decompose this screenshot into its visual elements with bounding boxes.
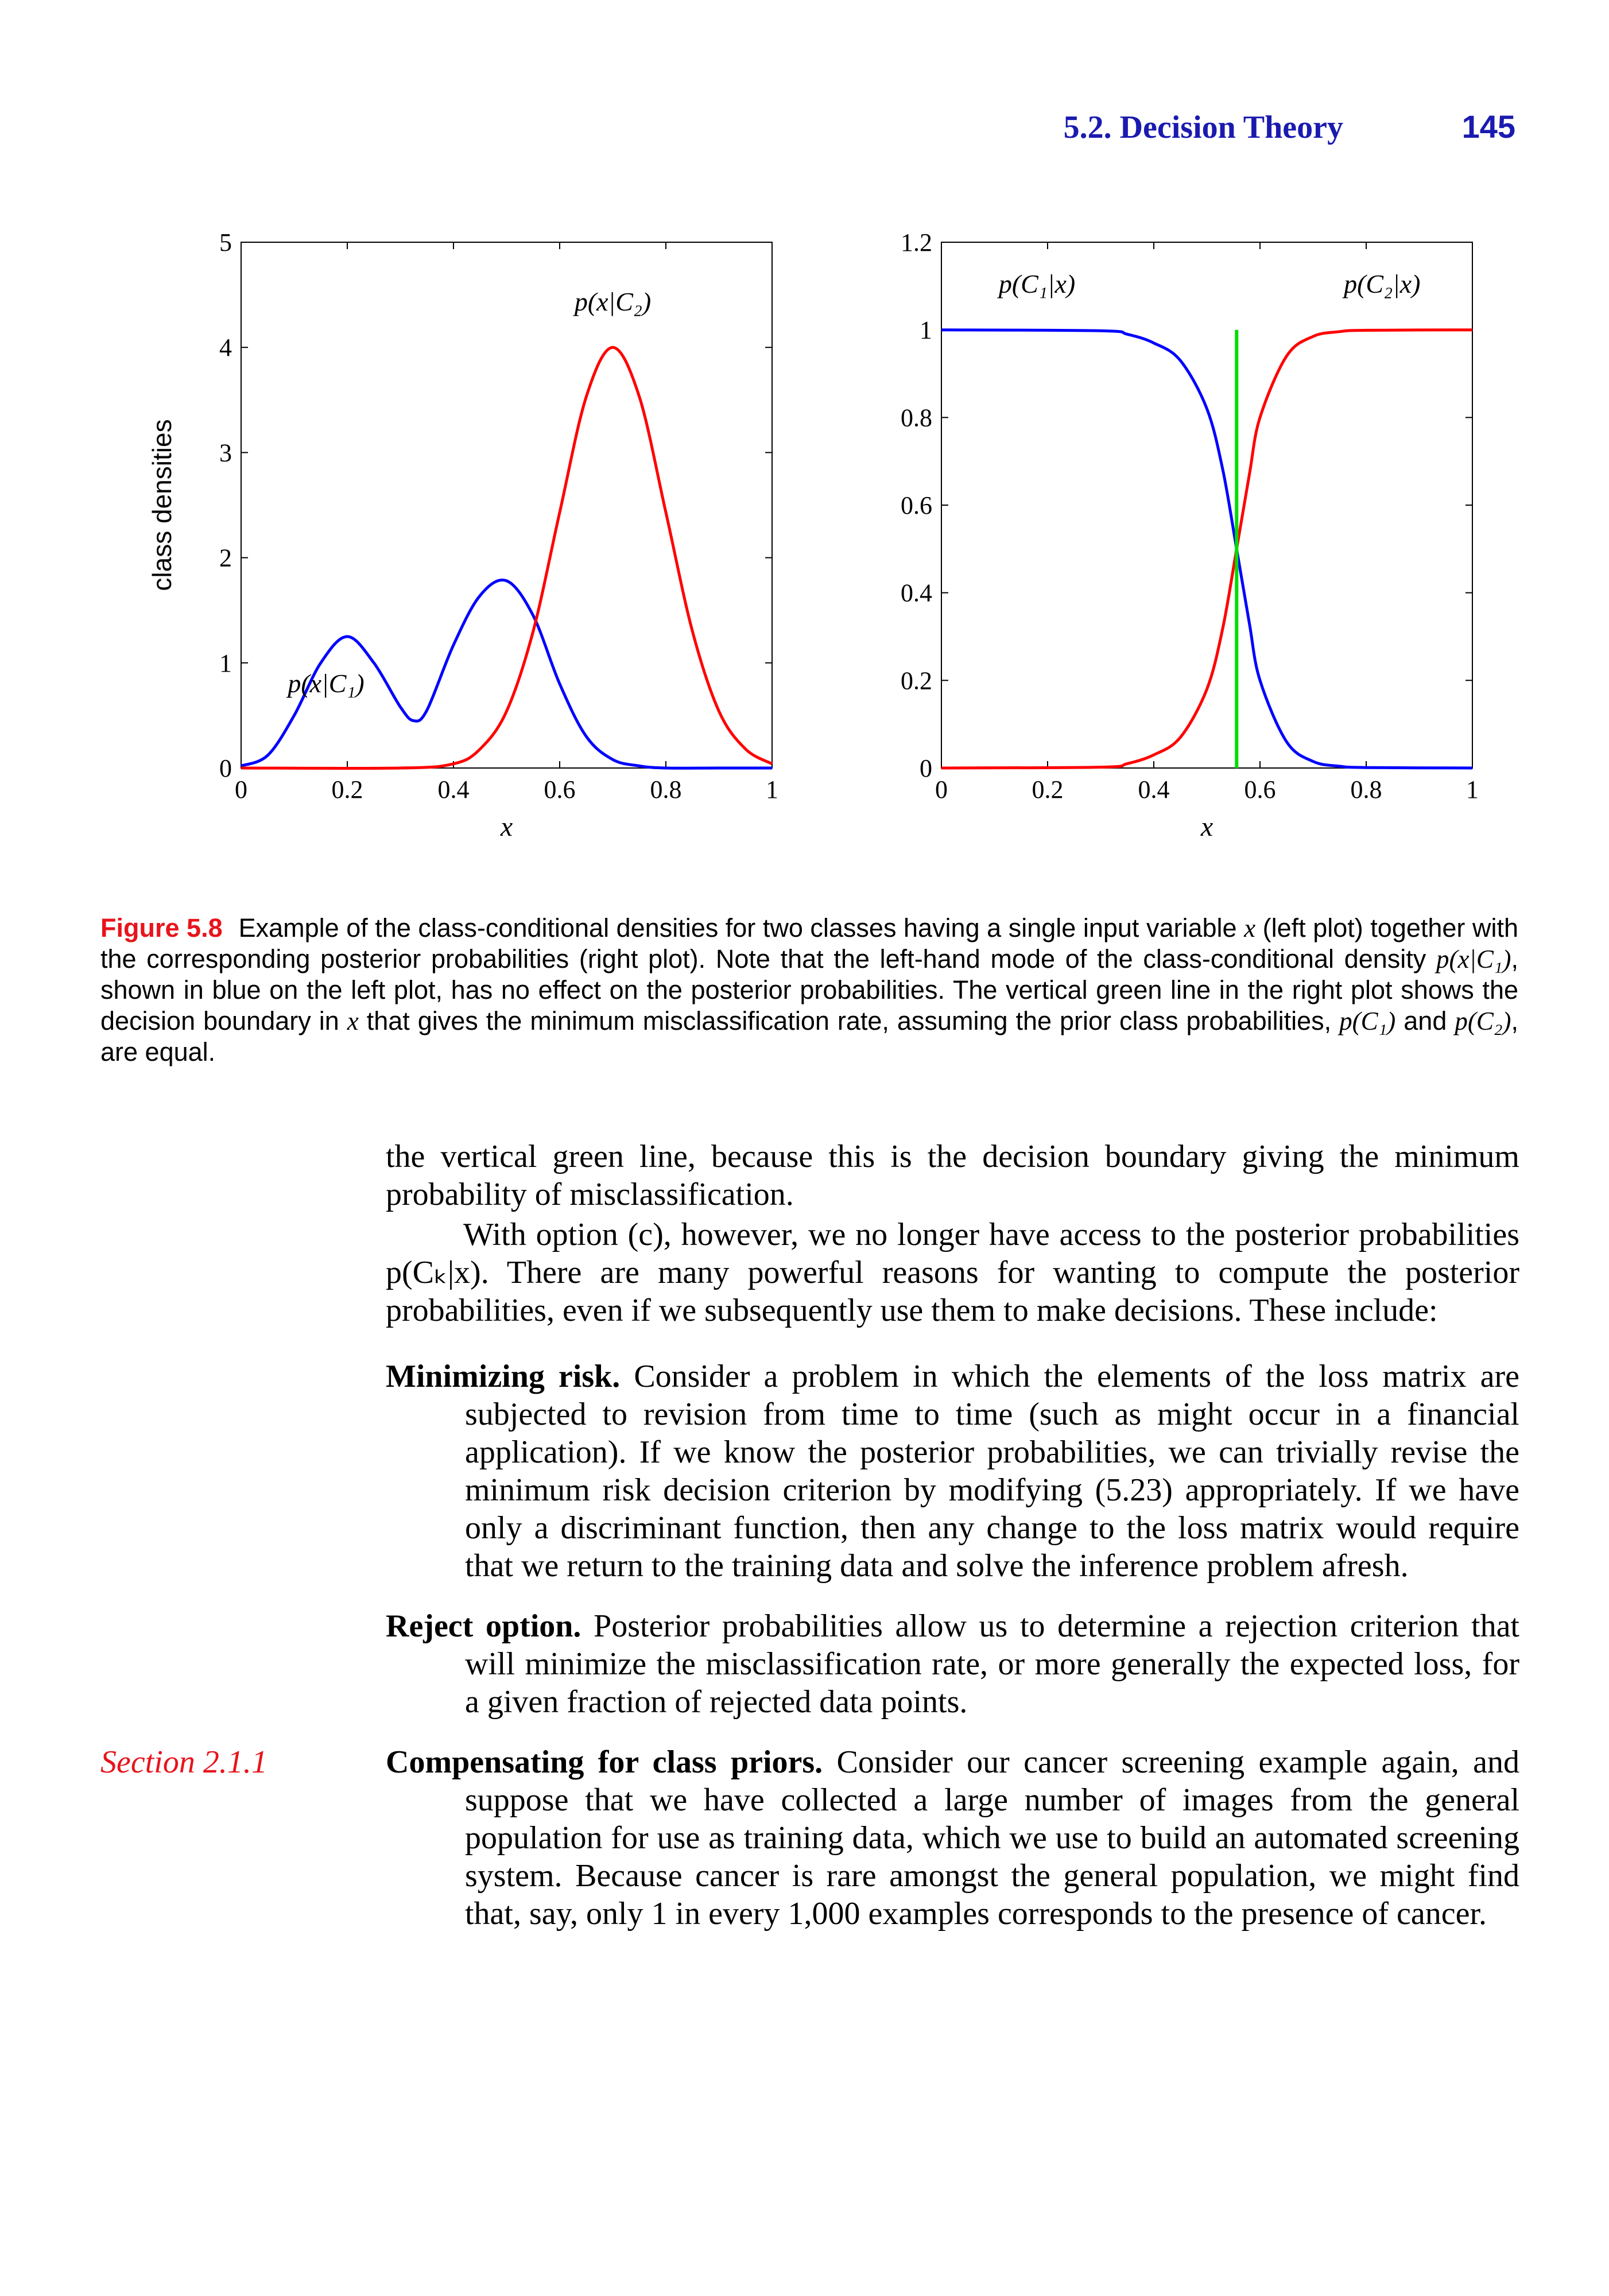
right-x-tick-label: 0.4 — [1138, 775, 1170, 804]
left-series-label-1: p(x|C₁) — [286, 669, 364, 698]
left-x-tick-label: 1 — [766, 775, 778, 804]
right-x-tick-label: 1 — [1466, 775, 1479, 804]
right-x-tick-label: 0.2 — [1032, 775, 1064, 804]
body-paragraph-2: With option (c), however, we no longer h… — [386, 1217, 1519, 1328]
right-y-tick-label: 0.2 — [901, 666, 932, 695]
right-y-tick-label: 1.2 — [901, 228, 932, 257]
running-header-title: 5.2. Decision Theory — [1063, 110, 1343, 145]
left-y-tick-label: 0 — [219, 754, 232, 782]
right-x-tick-label: 0 — [935, 775, 948, 804]
caption-math-x: x — [1244, 914, 1256, 943]
left-y-tick-label: 1 — [219, 649, 232, 677]
caption-text-4: that gives the minimum misclassification… — [358, 1006, 1340, 1035]
body-paragraph-1: the vertical green line, because this is… — [386, 1139, 1519, 1212]
left-y-axis-label: class densities — [147, 419, 177, 591]
left-series-label-2: p(x|C₂) — [573, 287, 651, 316]
list-item-title: Compensating for class priors. — [386, 1744, 823, 1780]
right-y-tick-label: 1 — [920, 316, 932, 344]
figure-label: Figure 5.8 — [100, 913, 223, 943]
left-x-axis-label: x — [500, 812, 513, 842]
list-item-text: Consider our cancer screening example ag… — [465, 1744, 1519, 1932]
right-series-line-1 — [941, 328, 1473, 770]
list-item-text: Consider a problem in which the elements… — [465, 1359, 1520, 1584]
right-y-tick-label: 0 — [920, 754, 932, 782]
left-x-tick-label: 0 — [235, 775, 247, 804]
left-y-tick-label: 4 — [219, 333, 232, 362]
caption-text-3: , shown in blue on the left plot, has no… — [100, 944, 1518, 1035]
caption-text-5: and — [1395, 1006, 1455, 1035]
left-x-tick-label: 0.6 — [544, 775, 576, 804]
list-item-title: Minimizing risk. — [386, 1359, 621, 1394]
left-series-line-2 — [241, 346, 773, 770]
caption-math-x2: x — [347, 1007, 359, 1035]
left-y-tick-label: 3 — [219, 439, 232, 467]
margin-section-reference[interactable]: Section 2.1.1 — [100, 1744, 267, 1780]
caption-text-6: , are equal. — [100, 1006, 1518, 1066]
right-series-label-1: p(C₁|x) — [997, 269, 1075, 298]
list-item-title: Reject option. — [386, 1608, 581, 1644]
left-plot-class-densities: 0 0.2 0.4 0.6 0.8 1 0 1 2 3 4 5 x class densities p(x|… — [147, 228, 778, 842]
left-x-tick-label: 0.2 — [332, 775, 363, 804]
caption-math-prior1: p(C₁) — [1339, 1007, 1396, 1035]
left-y-tick-label: 5 — [219, 228, 232, 257]
right-series-line-2 — [941, 328, 1473, 770]
page-number: 145 — [1461, 108, 1515, 145]
caption-math-prior2: p(C₂) — [1455, 1007, 1511, 1035]
right-x-axis-label: x — [1200, 812, 1213, 842]
caption-text-1: Example of the class-conditional densiti… — [238, 913, 1244, 943]
list-item-reject-option: Reject option. Posterior probabilities a… — [386, 1607, 1519, 1721]
left-x-tick-label: 0.8 — [650, 775, 682, 804]
list-item-text: Posterior probabilities allow us to dete… — [465, 1608, 1519, 1720]
right-y-tick-label: 0.4 — [901, 579, 932, 607]
left-y-tick-label: 2 — [219, 544, 232, 572]
left-series-line-1 — [241, 579, 772, 770]
right-x-tick-label: 0.6 — [1244, 775, 1276, 804]
right-plot-posteriors: 0 0.2 0.4 0.6 0.8 1 0 0.2 0.4 0.6 0.8 1 1.2 x p(C₁|x) p… — [901, 228, 1479, 842]
figure-caption: Figure 5.8 Example of the class-condition… — [100, 913, 1518, 1068]
right-x-tick-label: 0.8 — [1351, 775, 1382, 804]
caption-text-2: (left plot) together with the correspond… — [100, 913, 1518, 974]
list-item-minimizing-risk: Minimizing risk. Consider a problem in w… — [386, 1358, 1519, 1585]
right-y-tick-label: 0.6 — [901, 491, 932, 519]
right-series-label-2: p(C₂|x) — [1342, 269, 1420, 298]
left-x-tick-label: 0.4 — [438, 775, 470, 804]
left-plot-frame — [241, 242, 773, 769]
right-y-tick-label: 0.8 — [901, 404, 932, 432]
list-item-class-priors: Compensating for class priors. Consider … — [386, 1743, 1519, 1933]
caption-math-density: p(x|C₁) — [1436, 945, 1511, 974]
